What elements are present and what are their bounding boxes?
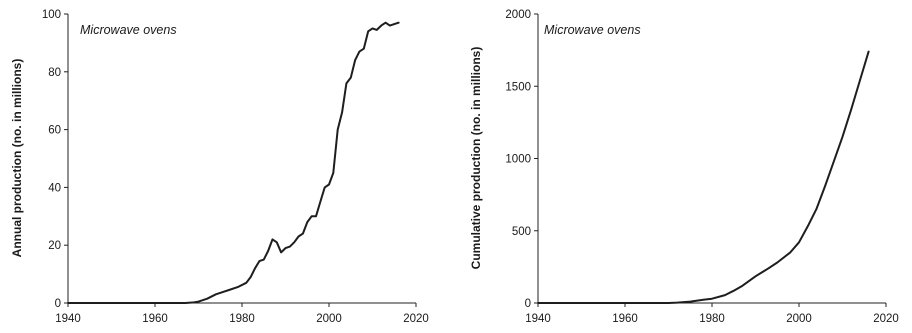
left-panel: 0 20 40 60 80 100 1940 1960 1980 2000 2020 Annual… bbox=[10, 9, 429, 325]
right-y-tick-label: 1000 bbox=[505, 154, 531, 166]
left-y-tick-label: 40 bbox=[48, 182, 61, 194]
right-y-axis-title: Cumulative production (no. in millions) bbox=[469, 47, 483, 270]
right-y-ticks: 0 500 1000 1500 2000 bbox=[505, 9, 538, 310]
left-y-tick-label: 60 bbox=[48, 125, 61, 137]
right-y-tick-label: 500 bbox=[512, 226, 531, 238]
right-y-tick-label: 1500 bbox=[505, 81, 531, 93]
left-y-tick-label: 100 bbox=[42, 9, 61, 21]
left-x-tick-label: 2000 bbox=[316, 313, 342, 325]
left-y-tick-label: 80 bbox=[48, 67, 61, 79]
right-y-tick-label: 2000 bbox=[505, 9, 531, 21]
right-x-tick-label: 1960 bbox=[612, 313, 638, 325]
left-series-line bbox=[67, 21, 400, 304]
left-x-ticks: 1940 1960 1980 2000 2020 bbox=[55, 303, 429, 325]
left-y-ticks: 0 20 40 60 80 100 bbox=[42, 9, 68, 310]
left-x-tick-label: 1980 bbox=[229, 313, 255, 325]
right-x-ticks: 1940 1960 1980 2000 2020 bbox=[525, 303, 899, 325]
left-y-axis-title: Annual production (no. in millions) bbox=[10, 59, 24, 258]
right-x-tick-label: 1980 bbox=[699, 313, 725, 325]
right-panel: 0 500 1000 1500 2000 1940 1960 1980 2000 2020 Cu… bbox=[469, 9, 899, 325]
left-y-tick-label: 20 bbox=[48, 240, 61, 252]
left-y-tick-label: 0 bbox=[55, 298, 61, 310]
left-x-tick-label: 2020 bbox=[403, 313, 429, 325]
right-series-line bbox=[537, 50, 870, 304]
right-x-tick-label: 2000 bbox=[786, 313, 812, 325]
left-panel-annotation: Microwave ovens bbox=[80, 23, 177, 37]
right-panel-annotation: Microwave ovens bbox=[544, 23, 641, 37]
right-y-tick-label: 0 bbox=[525, 298, 531, 310]
left-x-tick-label: 1940 bbox=[55, 313, 81, 325]
left-x-tick-label: 1960 bbox=[142, 313, 168, 325]
right-x-tick-label: 1940 bbox=[525, 313, 551, 325]
right-x-tick-label: 2020 bbox=[873, 313, 899, 325]
